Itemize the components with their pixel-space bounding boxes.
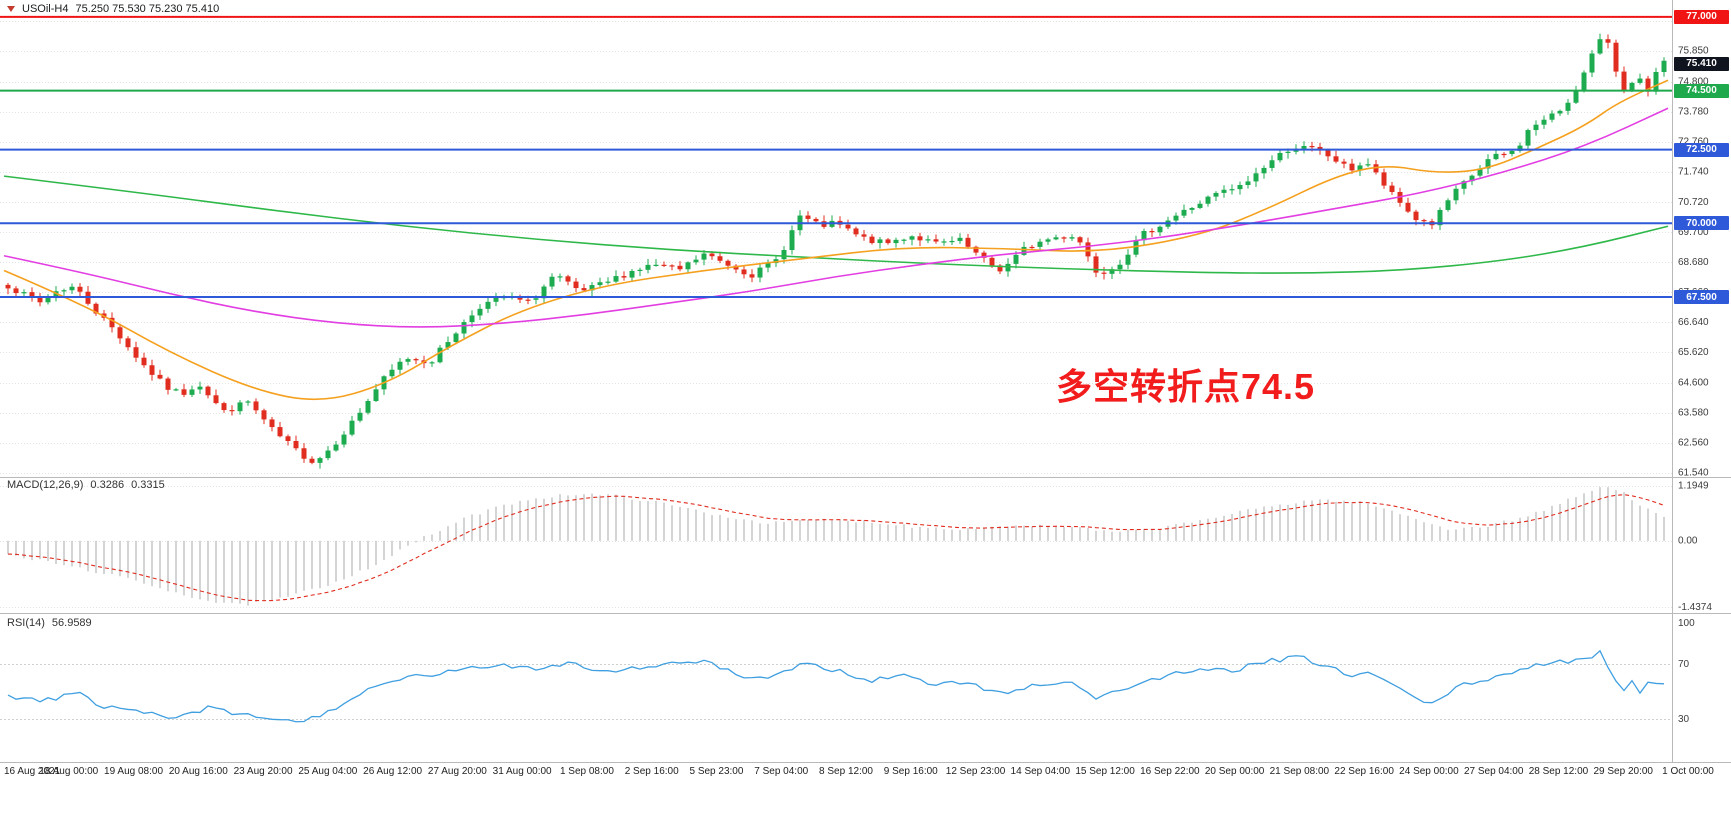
rsi-name: RSI(14) (7, 617, 45, 629)
rsi-value: 56.9589 (51, 617, 92, 629)
price-level-badge-75.410: 75.410 (1674, 56, 1729, 71)
chart-canvas[interactable] (0, 0, 1731, 764)
price-level-badge-67.500: 67.500 (1674, 290, 1729, 305)
time-axis-label: 1 Oct 00:00 (1662, 766, 1714, 777)
time-axis-label: 29 Sep 20:00 (1593, 766, 1653, 777)
chart-annotation-text[interactable]: 多空转折点74.5 (1056, 366, 1316, 407)
macd-indicator-label: MACD(12,26,9) 0.3286 0.3315 (7, 479, 165, 491)
time-axis-label: 24 Sep 00:00 (1399, 766, 1459, 777)
time-axis-label: 27 Aug 20:00 (427, 766, 487, 777)
time-axis-label: 20 Sep 00:00 (1204, 766, 1265, 777)
time-axis-label: 15 Sep 12:00 (1075, 766, 1135, 777)
time-axis-label: 28 Sep 12:00 (1528, 766, 1589, 777)
time-axis-label: 14 Sep 04:00 (1010, 766, 1071, 777)
time-axis-label: 16 Aug 2021 (4, 766, 61, 777)
macd-signal-value: 0.3315 (131, 479, 165, 491)
time-axis-label: 27 Sep 04:00 (1463, 766, 1524, 777)
time-axis-label: 26 Aug 12:00 (363, 766, 423, 777)
symbol-timeframe-label: USOil-H4 (22, 3, 69, 15)
macd-main-value: 0.3286 (90, 479, 125, 491)
time-axis-label: 1 Sep 08:00 (559, 766, 614, 777)
ohlc-readout: 75.250 75.530 75.230 75.410 (75, 3, 220, 15)
time-axis: 16 Aug 2021 18 Aug 00:00 19 Aug 08:00 20 Au… (0, 766, 1731, 782)
time-axis-label: 22 Sep 16:00 (1334, 766, 1394, 777)
time-axis-label: 5 Sep 23:00 (689, 766, 744, 777)
time-axis-label: 21 Sep 08:00 (1269, 766, 1330, 777)
price-level-badge-77.000: 77.000 (1674, 9, 1729, 24)
time-axis-label: 16 Sep 22:00 (1140, 766, 1200, 777)
time-axis-label: 9 Sep 16:00 (883, 766, 938, 777)
price-level-badge-74.500: 74.500 (1674, 83, 1729, 98)
chart-header: USOil-H4 75.250 75.530 75.230 75.410 (7, 3, 219, 15)
time-axis-label: 7 Sep 04:00 (754, 766, 809, 777)
time-axis-label: 25 Aug 04:00 (298, 766, 358, 777)
time-axis-label: 31 Aug 00:00 (492, 766, 552, 777)
time-axis-label: 19 Aug 08:00 (104, 766, 164, 777)
time-axis-label: 8 Sep 12:00 (819, 766, 873, 777)
time-axis-label: 2 Sep 16:00 (624, 766, 679, 777)
time-axis-label: 12 Sep 23:00 (945, 766, 1006, 777)
symbol-marker-icon (7, 6, 15, 12)
price-level-badge-72.500: 72.500 (1674, 142, 1729, 157)
time-axis-label: 23 Aug 20:00 (233, 766, 293, 777)
price-level-badge-70.000: 70.000 (1674, 216, 1729, 231)
time-axis-label: 18 Aug 00:00 (39, 766, 99, 777)
rsi-indicator-label: RSI(14) 56.9589 (7, 617, 92, 629)
time-axis-label: 20 Aug 16:00 (168, 766, 228, 777)
macd-name: MACD(12,26,9) (7, 479, 84, 491)
